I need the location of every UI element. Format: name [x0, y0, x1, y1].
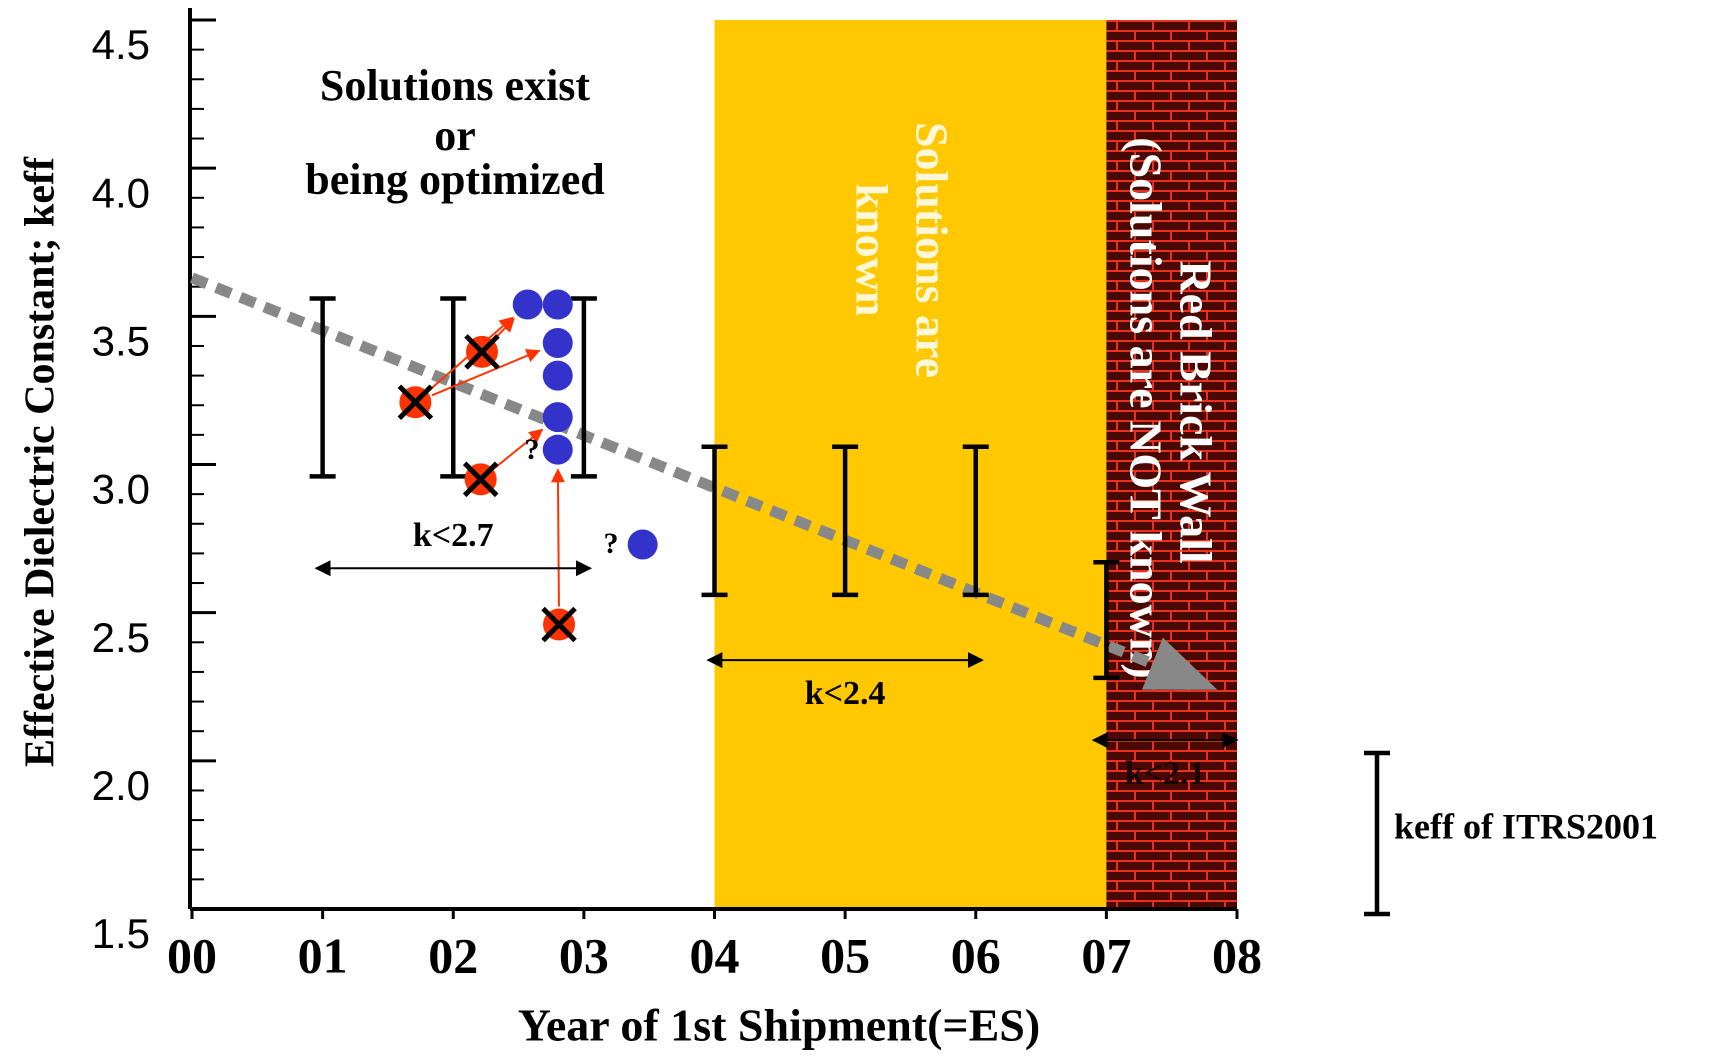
y-tick-label: 3.0 [92, 466, 150, 513]
annotation: being optimized [305, 155, 604, 204]
chart: Solutions areknown Red Brick Wall(Solutio… [0, 0, 1712, 1057]
range-label: k<2.7 [413, 517, 494, 554]
dot [543, 328, 573, 358]
dot [543, 402, 573, 432]
y-tick-label: 2.0 [92, 762, 150, 809]
x-tick-label: 05 [820, 927, 870, 983]
y-tick-label: 4.5 [92, 21, 150, 68]
y-tick-label: 3.5 [92, 317, 150, 364]
region-label: Red Brick Wall [1170, 260, 1221, 563]
dot [543, 435, 573, 465]
region-label: (Solutions are NOT known) [1120, 137, 1171, 679]
x-axis-title: Year of 1st Shipment(=ES) [518, 1000, 1040, 1051]
dot [628, 530, 658, 560]
annotation: or [434, 111, 476, 160]
dot [543, 361, 573, 391]
legend-label: keff of ITRS2001 [1394, 806, 1658, 846]
dot [513, 289, 543, 319]
y-tick-label: 2.5 [92, 614, 150, 661]
y-tick-label: 1.5 [92, 910, 150, 957]
x-tick-label: 08 [1212, 927, 1262, 983]
x-tick-label: 02 [428, 927, 478, 983]
y-tick-label: 4.0 [92, 169, 150, 216]
dot [543, 289, 573, 319]
x-tick-label: 04 [690, 927, 740, 983]
range-label: k<2.4 [805, 675, 886, 712]
region-label: known [846, 184, 897, 317]
region-label: Solutions are [906, 122, 957, 378]
x-tick-label: 00 [167, 927, 217, 983]
annotation: Solutions exist [320, 61, 591, 110]
x-tick-label: 07 [1081, 927, 1131, 983]
x-tick-label: 03 [559, 927, 609, 983]
y-axis-title: Effective Dielectric Constant; keff [18, 156, 64, 767]
range-label: k<2.1 [1125, 755, 1206, 792]
connector-arrow [558, 470, 559, 607]
question-mark: ? [525, 433, 540, 466]
x-tick-label: 01 [298, 927, 348, 983]
question-mark: ? [604, 527, 619, 560]
x-tick-label: 06 [951, 927, 1001, 983]
